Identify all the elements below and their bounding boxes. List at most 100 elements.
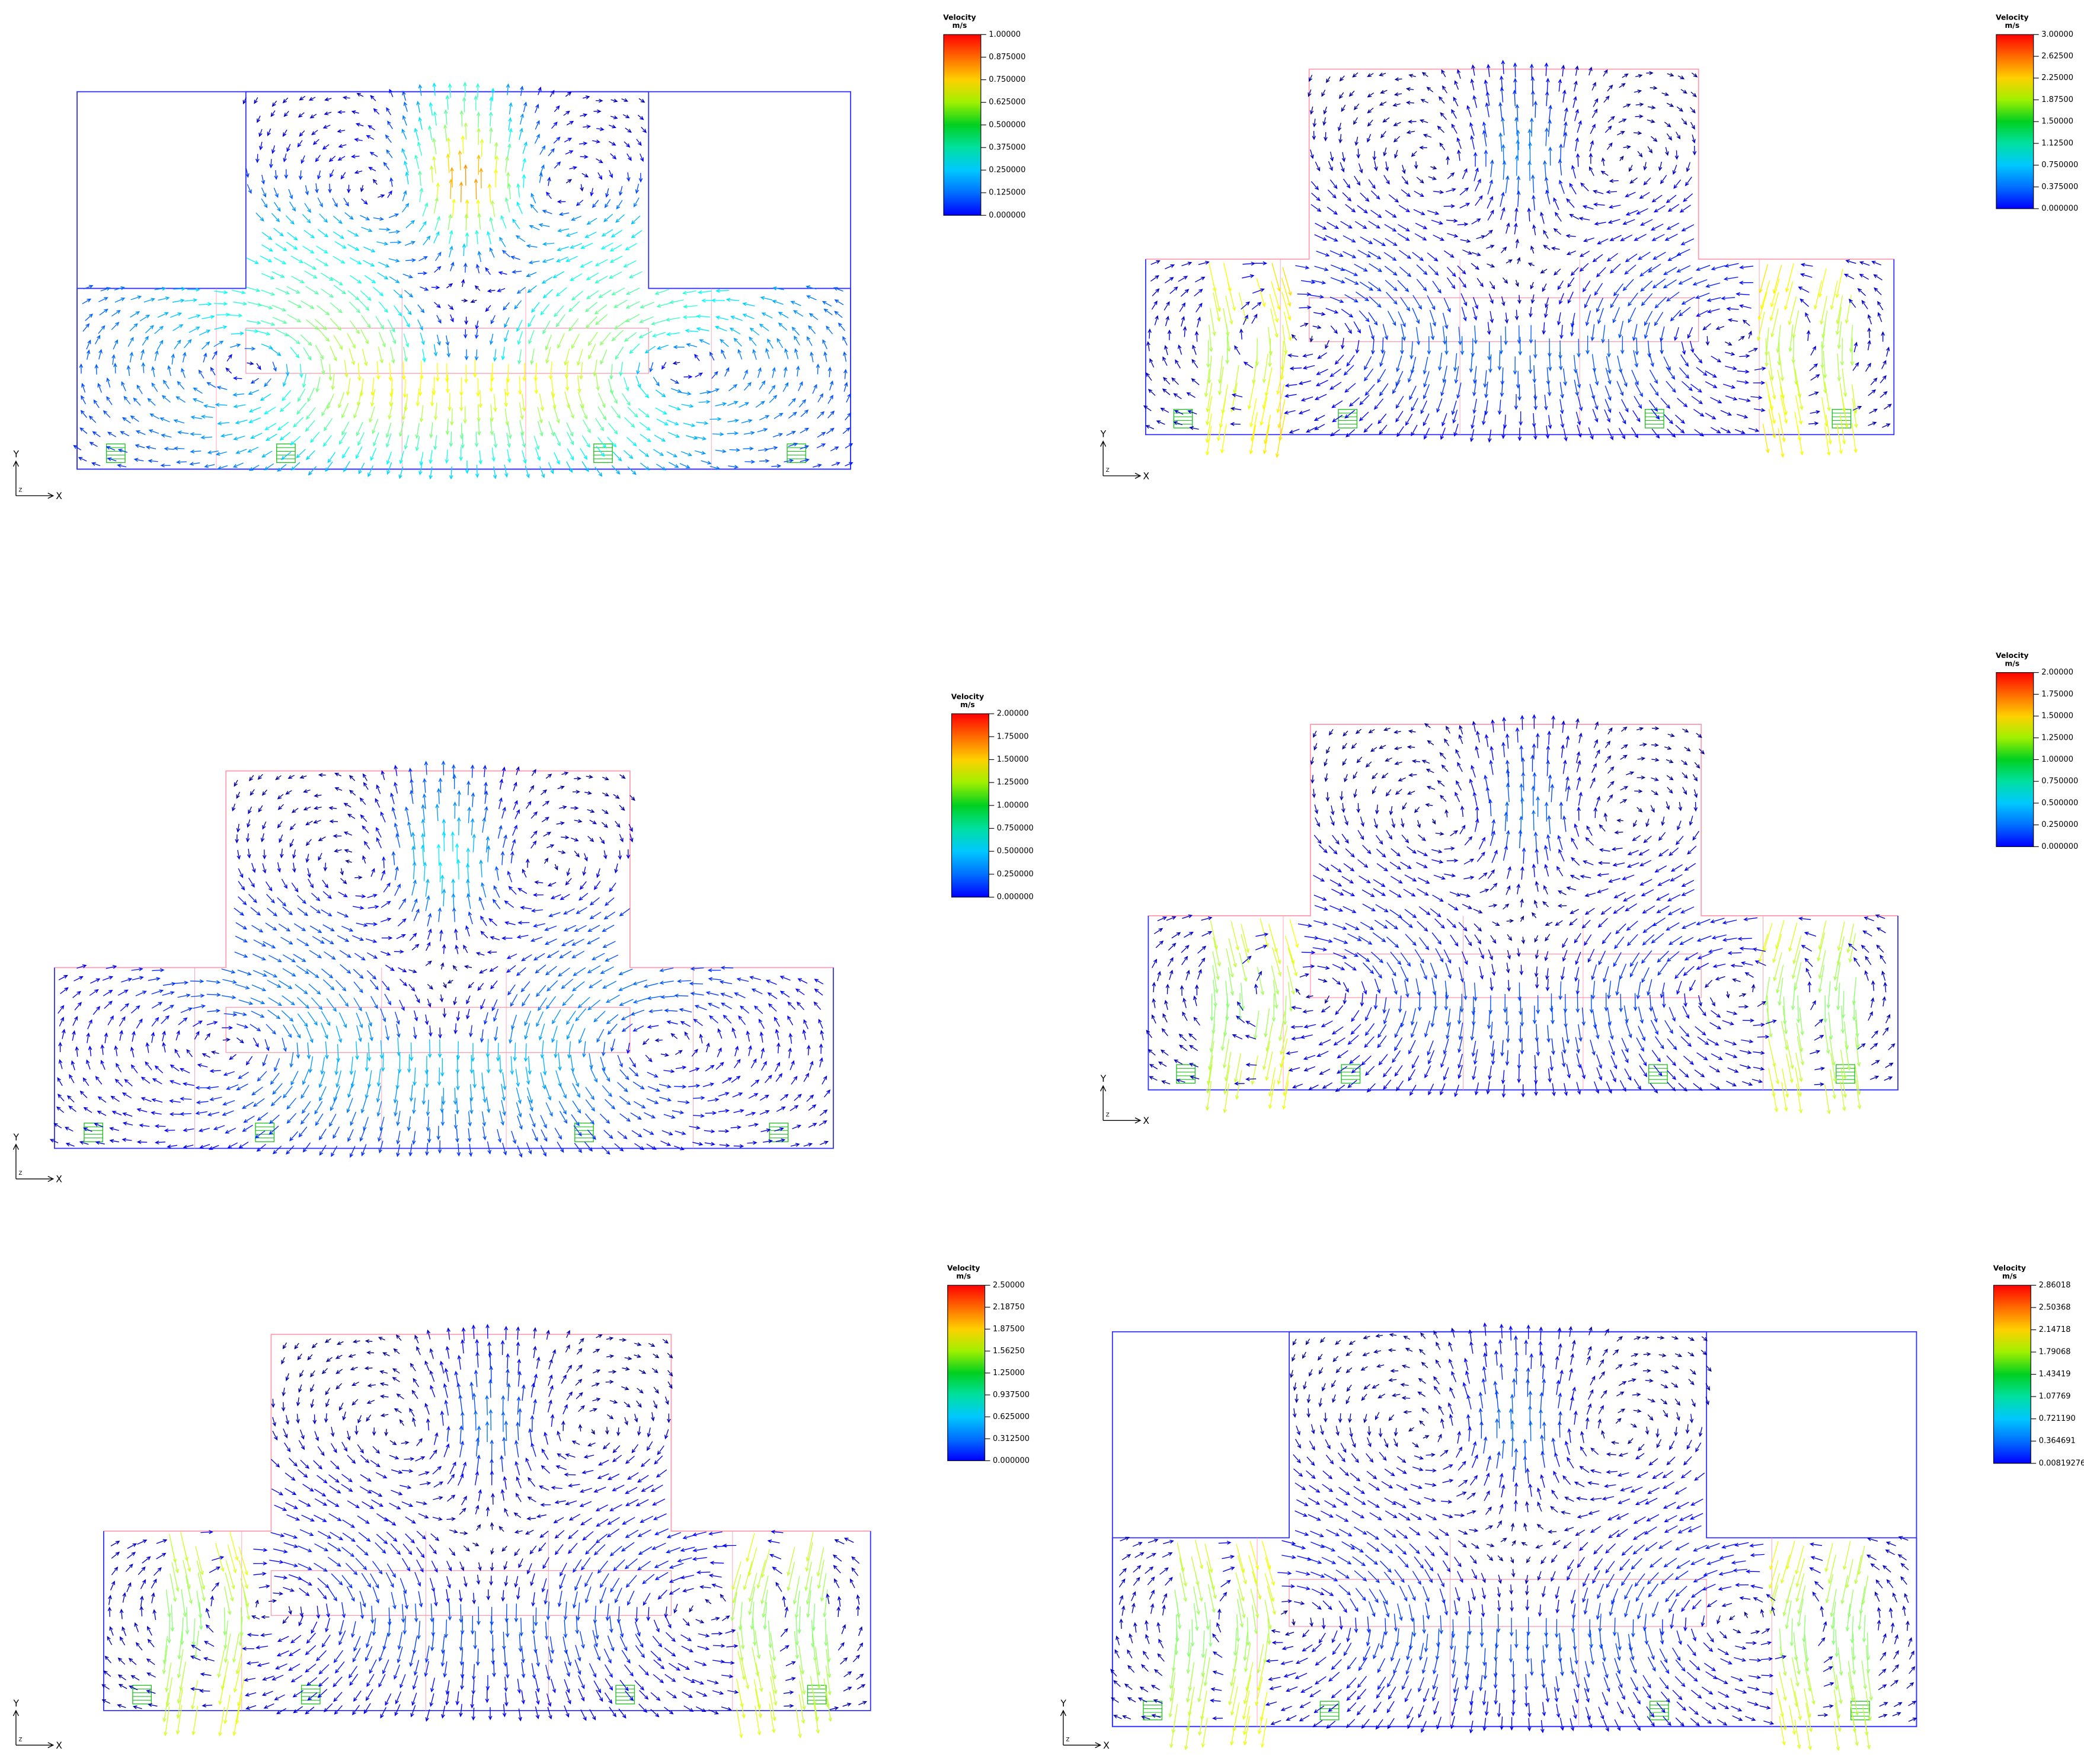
- velocity-arrow: [371, 1499, 383, 1507]
- velocity-arrow: [301, 155, 305, 164]
- velocity-arrow: [1798, 286, 1810, 293]
- velocity-arrow: [402, 379, 407, 398]
- velocity-arrow: [1613, 283, 1624, 296]
- velocity-arrow: [1532, 810, 1536, 831]
- velocity-arrow: [1242, 314, 1248, 325]
- velocity-arrow: [177, 430, 189, 434]
- velocity-arrow: [1456, 780, 1462, 791]
- velocity-arrow: [1768, 370, 1776, 400]
- velocity-arrow: [1680, 89, 1687, 94]
- velocity-arrow: [305, 839, 312, 846]
- velocity-arrow: [260, 320, 276, 326]
- velocity-arrow: [193, 1631, 199, 1660]
- velocity-arrow: [1440, 1083, 1446, 1096]
- velocity-arrow: [1516, 129, 1520, 151]
- velocity-arrow: [1666, 951, 1680, 962]
- velocity-arrow: [1324, 758, 1328, 767]
- velocity-arrow: [727, 431, 739, 436]
- velocity-arrow: [1325, 308, 1339, 314]
- velocity-arrow: [611, 465, 621, 475]
- velocity-arrow: [592, 1630, 598, 1648]
- velocity-arrow: [587, 1129, 596, 1140]
- velocity-arrow: [440, 1096, 444, 1113]
- velocity-arrow: [717, 1028, 723, 1039]
- velocity-arrow: [1563, 132, 1568, 148]
- velocity-arrow: [807, 336, 813, 346]
- velocity-arrow: [182, 1082, 194, 1086]
- velocity-arrow: [390, 347, 395, 364]
- velocity-arrow: [631, 230, 643, 238]
- velocity-arrow: [570, 806, 579, 810]
- legend-label: 0.500000: [989, 120, 1025, 129]
- velocity-arrow: [1392, 103, 1401, 107]
- velocity-arrow: [331, 373, 335, 391]
- velocity-arrow: [184, 338, 192, 349]
- velocity-arrow: [469, 1381, 474, 1400]
- velocity-arrow: [1191, 378, 1200, 385]
- velocity-arrow: [386, 1563, 396, 1578]
- velocity-arrow: [420, 333, 425, 346]
- velocity-arrow: [1678, 1082, 1687, 1092]
- velocity-arrow: [617, 1131, 628, 1139]
- velocity-arrow: [1223, 263, 1232, 292]
- velocity-arrow: [520, 906, 532, 910]
- velocity-arrow: [1329, 250, 1344, 257]
- velocity-arrow: [783, 366, 788, 378]
- velocity-arrow: [817, 432, 826, 438]
- velocity-arrow: [1316, 250, 1330, 257]
- velocity-arrow: [1799, 273, 1813, 278]
- velocity-arrow: [1587, 948, 1595, 963]
- velocity-arrow: [1458, 277, 1466, 289]
- velocity-arrow: [707, 968, 721, 973]
- velocity-arrow: [573, 1591, 578, 1609]
- legend-label: 0.000000: [2041, 842, 2078, 851]
- velocity-arrow: [1672, 165, 1677, 175]
- velocity-arrow: [1853, 957, 1861, 967]
- velocity-arrow: [574, 851, 580, 858]
- velocity-arrow: [625, 1487, 638, 1494]
- velocity-arrow: [1602, 932, 1612, 945]
- velocity-arrow: [349, 790, 356, 796]
- velocity-arrow: [111, 1566, 119, 1576]
- velocity-arrow: [251, 925, 264, 933]
- velocity-arrow: [403, 1592, 409, 1610]
- velocity-arrow: [1457, 1037, 1463, 1053]
- velocity-arrow: [690, 966, 704, 971]
- velocity-arrow: [535, 104, 539, 113]
- velocity-arrow: [663, 1114, 676, 1119]
- velocity-arrow: [1515, 727, 1520, 743]
- velocity-arrow: [515, 1493, 522, 1503]
- velocity-arrow: [1610, 1069, 1616, 1083]
- velocity-arrow: [220, 433, 233, 438]
- velocity-arrow: [709, 417, 722, 421]
- velocity-arrow: [663, 1069, 675, 1073]
- velocity-arrow: [634, 1342, 642, 1347]
- velocity-arrow: [846, 393, 851, 403]
- velocity-arrow: [631, 1444, 639, 1453]
- velocity-arrow: [196, 1100, 209, 1105]
- velocity-arrow: [1317, 352, 1327, 359]
- velocity-arrow: [321, 1022, 328, 1040]
- cfd-panel: Velocitym/s2.000001.750001.500001.250001…: [12, 692, 1033, 1184]
- velocity-arrow: [1611, 847, 1623, 851]
- velocity-arrow: [1692, 279, 1708, 286]
- velocity-arrow: [573, 790, 580, 794]
- velocity-arrow: [455, 1128, 459, 1143]
- velocity-arrow: [829, 380, 834, 391]
- velocity-arrow: [429, 466, 433, 480]
- velocity-arrow: [449, 466, 453, 480]
- velocity-arrow: [1818, 268, 1827, 298]
- velocity-arrow: [1566, 198, 1575, 208]
- velocity-arrow: [530, 203, 538, 213]
- velocity-arrow: [561, 771, 569, 776]
- velocity-arrow: [1453, 423, 1459, 437]
- velocity-arrow: [1857, 287, 1866, 296]
- velocity-arrow: [1833, 951, 1841, 981]
- velocity-arrow: [257, 1112, 269, 1121]
- velocity-arrow: [800, 409, 809, 417]
- velocity-arrow: [270, 1072, 280, 1085]
- velocity-arrow: [674, 1085, 687, 1089]
- velocity-arrow: [1344, 949, 1359, 957]
- velocity-arrow: [1616, 131, 1625, 136]
- velocity-arrow: [1579, 263, 1589, 272]
